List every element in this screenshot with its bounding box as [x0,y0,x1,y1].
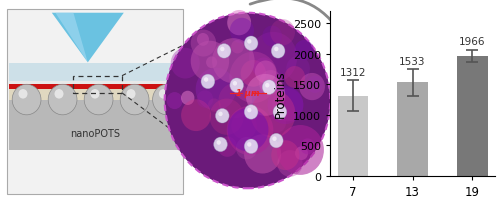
Circle shape [206,57,217,69]
Circle shape [214,137,228,152]
Bar [456,57,488,176]
Circle shape [84,85,113,115]
Circle shape [244,135,281,174]
Circle shape [230,52,278,103]
Circle shape [181,100,211,132]
Circle shape [159,90,168,99]
Circle shape [164,14,330,188]
Circle shape [272,137,276,141]
FancyBboxPatch shape [8,64,182,82]
Circle shape [272,44,285,59]
Circle shape [218,112,222,117]
Text: 1966: 1966 [459,37,485,47]
FancyBboxPatch shape [8,85,182,90]
Circle shape [226,106,274,155]
Circle shape [244,139,258,154]
Circle shape [259,71,282,96]
Circle shape [299,74,325,101]
Text: nanoPOTS: nanoPOTS [70,128,120,138]
Circle shape [270,20,295,46]
Circle shape [278,150,302,177]
Circle shape [181,91,194,105]
Circle shape [273,105,286,120]
FancyBboxPatch shape [7,10,183,194]
Circle shape [231,41,244,54]
Circle shape [272,89,304,122]
Circle shape [54,90,64,99]
Circle shape [228,108,268,152]
Circle shape [265,84,270,88]
Circle shape [48,85,77,115]
Circle shape [272,141,299,170]
Y-axis label: Proteins: Proteins [274,70,287,118]
Circle shape [208,99,220,112]
Circle shape [201,75,214,89]
Circle shape [268,114,286,133]
Circle shape [262,26,282,47]
Circle shape [244,105,258,120]
Circle shape [152,85,182,115]
Circle shape [190,41,229,82]
Circle shape [270,134,283,148]
Circle shape [196,91,213,108]
Circle shape [232,82,237,86]
Circle shape [190,31,216,57]
Circle shape [216,109,229,123]
Circle shape [246,75,285,116]
Circle shape [227,11,251,36]
Circle shape [249,33,297,83]
Circle shape [220,47,224,52]
Circle shape [126,90,136,99]
Circle shape [240,61,266,87]
Circle shape [294,41,314,61]
Circle shape [277,125,324,175]
Circle shape [218,44,231,59]
Circle shape [286,57,310,82]
Text: 1 μm: 1 μm [236,89,260,98]
Circle shape [247,108,252,113]
Circle shape [274,47,278,52]
Circle shape [218,137,237,157]
Circle shape [247,142,252,147]
Circle shape [166,93,182,109]
Circle shape [212,39,254,84]
Bar [338,96,368,176]
Circle shape [268,87,304,124]
Bar [397,83,428,176]
Circle shape [196,68,236,111]
Text: 1533: 1533 [399,56,426,66]
Circle shape [284,67,305,88]
Circle shape [262,80,276,95]
Circle shape [232,113,257,140]
Circle shape [276,108,280,113]
Circle shape [230,19,254,44]
Circle shape [230,79,243,93]
Circle shape [18,90,28,99]
Circle shape [247,40,252,44]
Text: 1312: 1312 [340,68,366,78]
Circle shape [295,147,308,160]
Circle shape [204,78,208,82]
Circle shape [244,37,258,51]
FancyBboxPatch shape [8,90,182,100]
Circle shape [170,48,200,79]
Circle shape [307,76,323,94]
Circle shape [216,141,221,145]
Circle shape [90,90,100,99]
Circle shape [197,34,209,46]
Circle shape [236,137,257,160]
Circle shape [255,61,276,84]
Circle shape [300,139,315,155]
Polygon shape [52,14,124,63]
Circle shape [120,85,149,115]
Circle shape [210,99,244,135]
Circle shape [12,85,41,115]
Polygon shape [56,14,88,63]
Circle shape [254,58,274,79]
FancyBboxPatch shape [8,81,182,85]
FancyBboxPatch shape [8,100,182,150]
Circle shape [250,91,296,138]
Circle shape [218,83,252,119]
